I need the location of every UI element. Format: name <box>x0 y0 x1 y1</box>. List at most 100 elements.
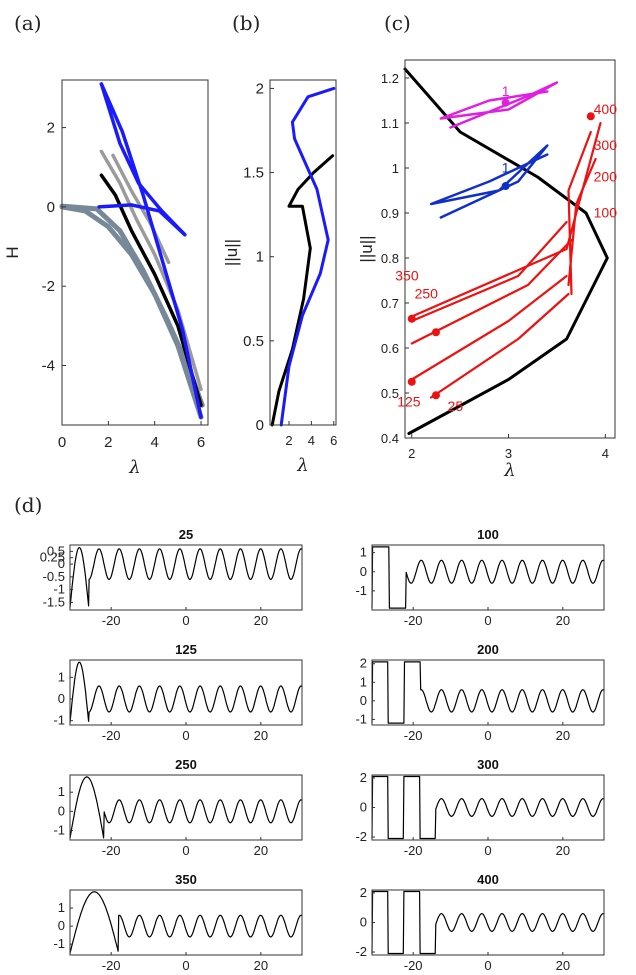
xtick-label-d: 20 <box>254 613 268 628</box>
series-a-4 <box>99 173 203 407</box>
ytick-label-c: 0.8 <box>381 251 399 266</box>
signal-d-125 <box>69 661 303 724</box>
series-b-0 <box>270 154 335 427</box>
series-a-1 <box>59 203 205 408</box>
annotation-c-0: 1 <box>502 83 510 99</box>
magenta-loop <box>439 81 559 129</box>
axes-d-300 <box>371 774 605 841</box>
xtick-label-d: 0 <box>484 728 491 743</box>
panel-label-c: (c) <box>384 11 411 35</box>
axes-a <box>61 79 209 426</box>
xtick-label-d: -20 <box>404 843 423 858</box>
ytick-label-d: 1 <box>58 900 65 915</box>
ytick-label-a: -4 <box>42 358 55 375</box>
ytick-label-d: -1 <box>355 711 367 726</box>
ytick-label-d: 0 <box>58 691 65 706</box>
ytick-label-d: -1 <box>53 582 65 597</box>
xtick-label-d: 20 <box>556 728 570 743</box>
annotation-c-7: 250 <box>415 286 439 302</box>
ytick-label-b: 0.5 <box>243 333 264 350</box>
ytick-label-b: 1 <box>256 249 264 266</box>
series-b-1 <box>279 86 336 427</box>
ytick-label-d: 0 <box>360 915 367 930</box>
xtick-label-d: -20 <box>102 613 121 628</box>
ytick-label-d: 0 <box>58 556 65 571</box>
ytick-label-d: -2 <box>355 944 367 959</box>
xtick-label-d: -20 <box>102 843 121 858</box>
annotation-c-9: 25 <box>448 398 464 414</box>
xtick-label-d: 0 <box>484 843 491 858</box>
ytick-label-c: 1 <box>392 161 399 176</box>
ytick-label-d: 1 <box>360 545 367 560</box>
xtick-label-a: 0 <box>58 434 66 451</box>
red-orbit-2 <box>410 238 573 345</box>
title-d-125: 125 <box>175 642 197 657</box>
marker-c-2 <box>586 112 595 121</box>
signal-d-250 <box>69 776 303 839</box>
axes-d-400 <box>371 889 605 956</box>
xtick-label-d: -20 <box>102 728 121 743</box>
xtick-label-d: 0 <box>182 728 189 743</box>
xtick-label-d: 0 <box>484 613 491 628</box>
ytick-label-d: -1 <box>53 822 65 837</box>
ylabel-c: ||u|| <box>357 235 376 262</box>
ytick-label-d: 0 <box>58 803 65 818</box>
xtick-label-d: 20 <box>254 958 268 973</box>
axes-d-200 <box>371 659 605 726</box>
signal-d-100 <box>371 546 605 609</box>
red-orbit-3 <box>410 274 568 381</box>
ytick-label-d: 2 <box>360 770 367 785</box>
ytick-label-d: 0.5 <box>47 543 65 558</box>
red-orbit-4 <box>430 292 570 399</box>
ytick-label-c: 0.6 <box>381 341 399 356</box>
ytick-label-d: 0 <box>360 693 367 708</box>
axes-b <box>269 79 337 426</box>
annotation-c-6: 350 <box>395 268 419 284</box>
marker-c-3 <box>407 314 416 323</box>
ytick-label-d: 2 <box>360 656 367 671</box>
ytick-label-b: 2 <box>256 80 264 97</box>
ytick-label-d: 1 <box>58 784 65 799</box>
ytick-label-c: 0.5 <box>381 386 399 401</box>
signal-d-300 <box>371 775 605 840</box>
xtick-label-b: 2 <box>285 433 292 448</box>
blue-loop <box>429 144 549 219</box>
annotation-c-1: 1 <box>502 160 510 176</box>
xtick-label-d: 0 <box>182 613 189 628</box>
ytick-label-d: -1 <box>53 936 65 951</box>
ytick-label-d: -1 <box>53 713 65 728</box>
red-orbit-1 <box>410 220 568 323</box>
ylabel-b: ||u|| <box>222 239 241 266</box>
xtick-label-d: 20 <box>556 843 570 858</box>
xtick-label-d: 20 <box>254 728 268 743</box>
ytick-label-d: 0.25 <box>40 550 65 565</box>
panel-label-b: (b) <box>232 11 260 35</box>
ytick-label-d: 2 <box>360 885 367 900</box>
ytick-label-d: 1 <box>58 669 65 684</box>
axes-d-25 <box>69 544 303 611</box>
signal-d-25 <box>69 547 303 609</box>
panel-label-d: (d) <box>14 493 42 517</box>
xtick-label-d: -20 <box>404 958 423 973</box>
ytick-label-b: 1.5 <box>243 165 264 182</box>
title-d-200: 200 <box>477 642 499 657</box>
ylabel-a: H <box>3 246 22 258</box>
xtick-label-d: 0 <box>182 958 189 973</box>
ytick-label-d: 0 <box>360 800 367 815</box>
ytick-label-d: 1 <box>360 674 367 689</box>
ytick-label-c: 0.4 <box>381 431 399 446</box>
marker-c-1 <box>501 182 510 190</box>
title-d-100: 100 <box>477 527 499 542</box>
xlabel-b: λ <box>296 455 308 476</box>
xtick-label-d: -20 <box>404 728 423 743</box>
marker-c-4 <box>431 328 440 337</box>
annotation-c-2: 400 <box>594 101 618 117</box>
title-d-300: 300 <box>477 757 499 772</box>
series-a-7 <box>97 203 187 237</box>
annotation-c-4: 200 <box>594 169 618 185</box>
xtick-label-a: 2 <box>104 434 112 451</box>
xlabel-a: λ <box>128 457 140 478</box>
ytick-label-c: 0.7 <box>381 296 399 311</box>
signal-d-400 <box>371 890 605 955</box>
